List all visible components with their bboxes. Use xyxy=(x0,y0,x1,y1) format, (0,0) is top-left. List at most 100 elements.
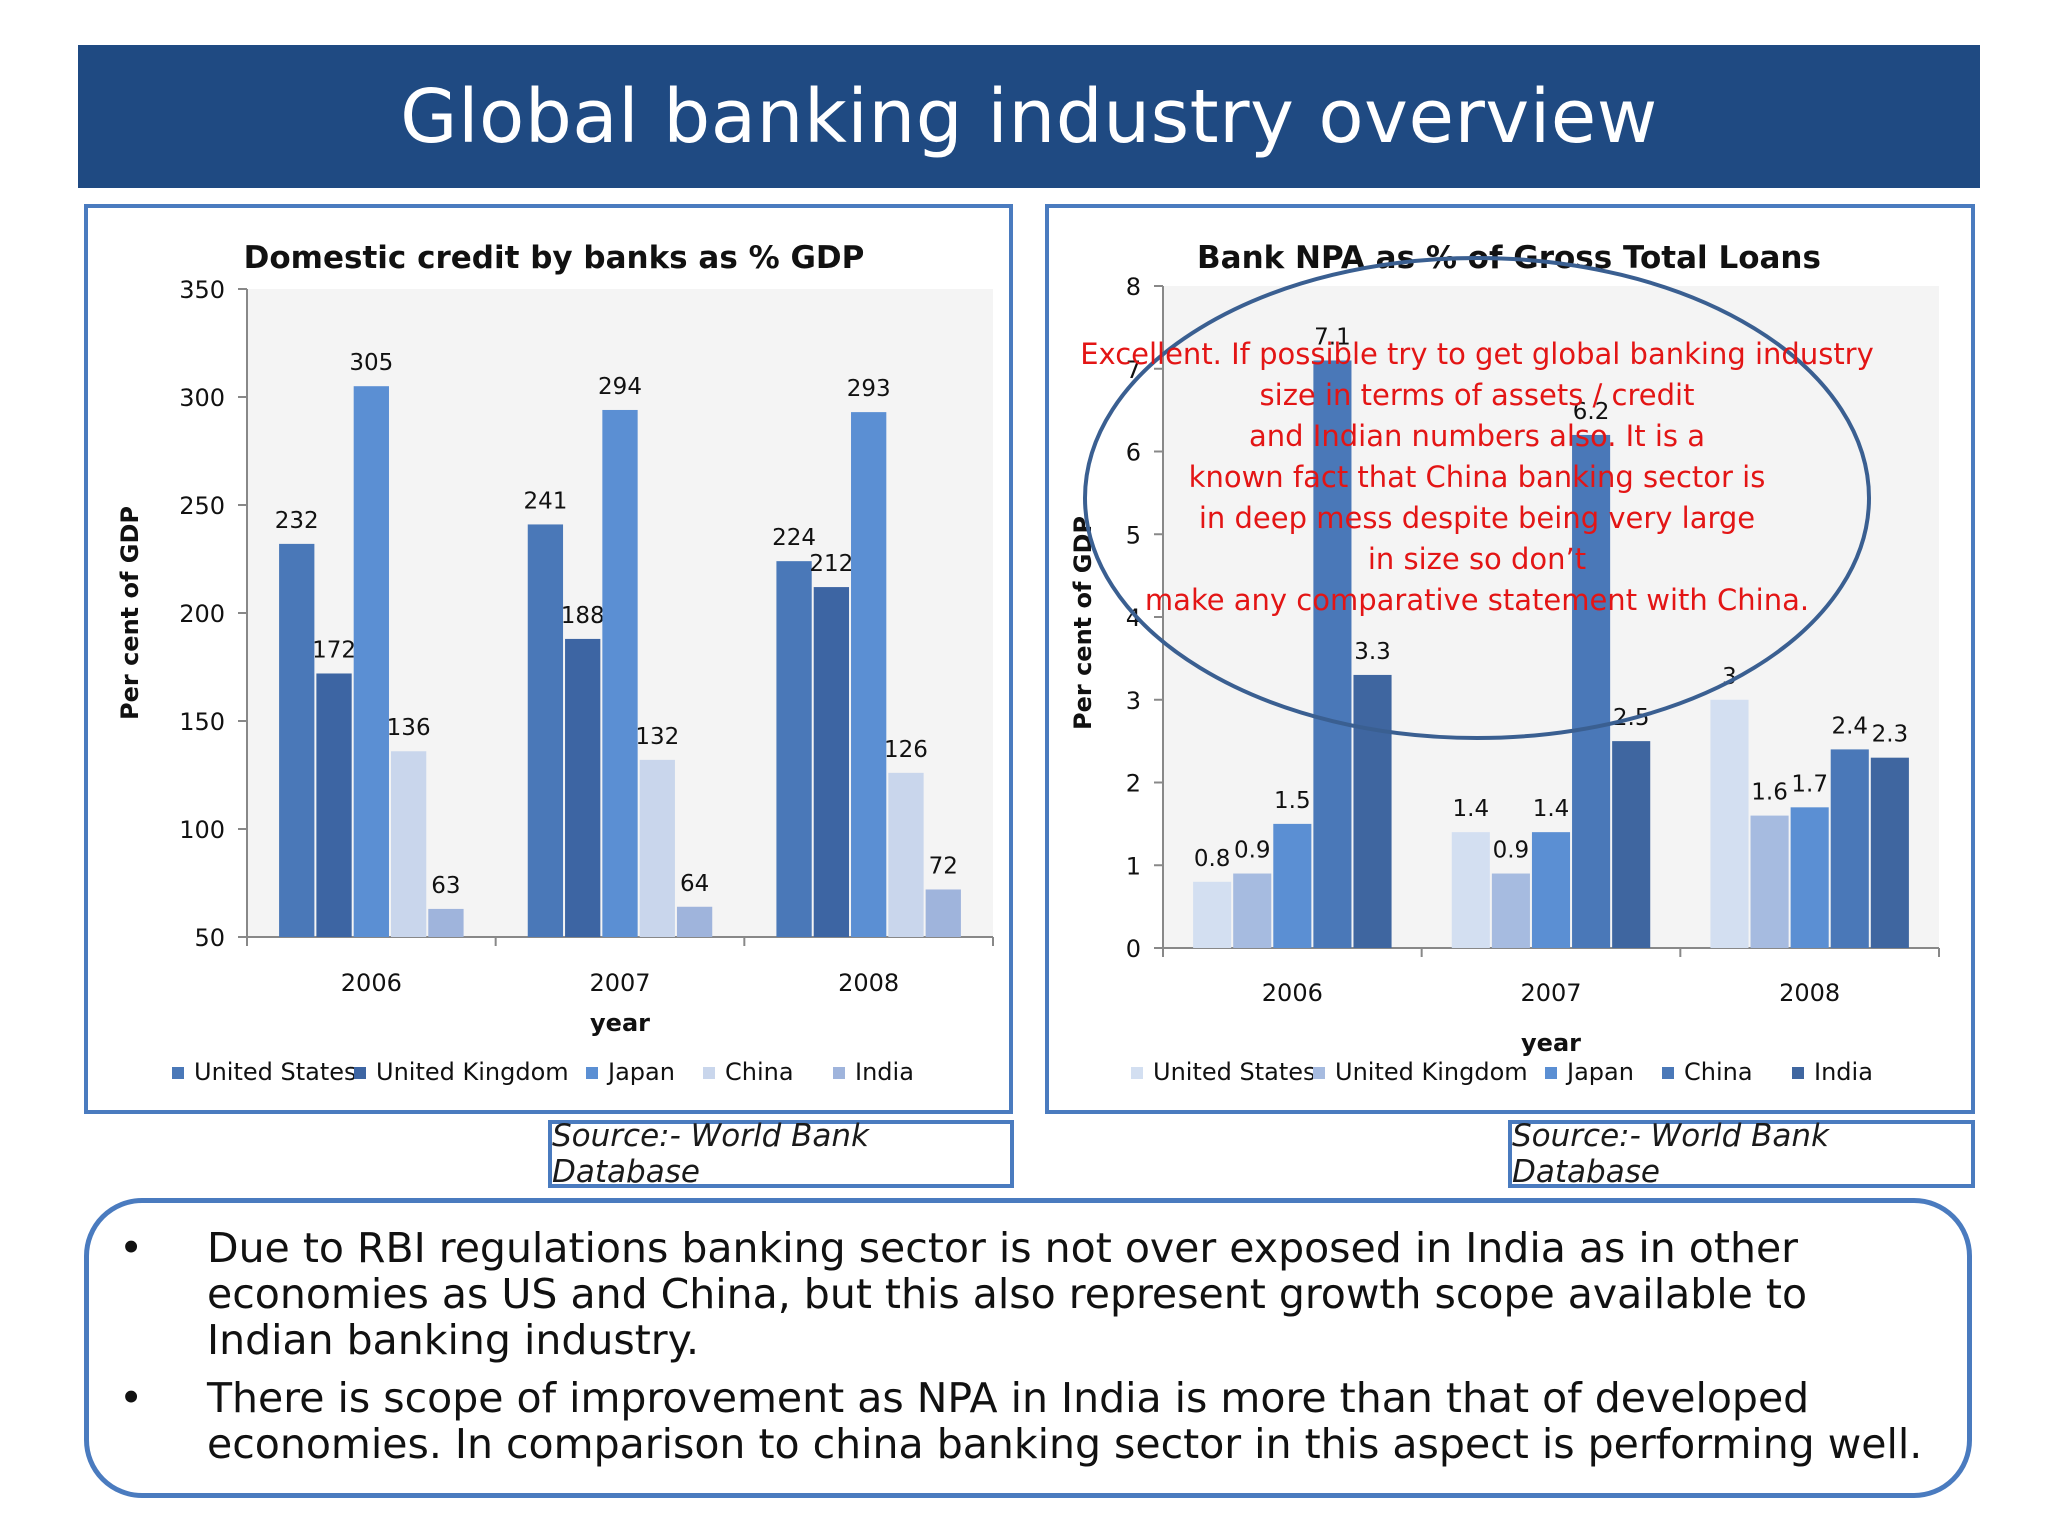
data-label: 2.3 xyxy=(1872,722,1909,748)
x-axis-title: year xyxy=(590,1009,650,1037)
bar xyxy=(316,673,352,937)
legend-label: Japan xyxy=(1565,1058,1634,1086)
bar xyxy=(676,906,713,937)
legend-label: United States xyxy=(194,1058,357,1086)
y-tick-label: 100 xyxy=(179,816,225,844)
x-tick-label: 2008 xyxy=(838,969,899,997)
data-label: 294 xyxy=(598,374,642,400)
y-tick-label: 5 xyxy=(1126,521,1141,549)
data-label: 293 xyxy=(847,376,891,402)
data-label: 188 xyxy=(561,603,605,629)
y-tick-label: 300 xyxy=(179,384,225,412)
legend-label: United States xyxy=(1153,1058,1316,1086)
bar xyxy=(1750,815,1789,948)
annotation-line: Excellent. If possible try to get global… xyxy=(1080,337,1874,371)
data-label: 1.7 xyxy=(1791,771,1828,797)
y-tick-label: 6 xyxy=(1126,439,1141,467)
bar xyxy=(1531,832,1571,948)
bar xyxy=(1313,360,1352,949)
legend-swatch xyxy=(703,1067,715,1079)
npa-source-text: Source:- World Bank Database xyxy=(1512,1118,1830,1190)
x-tick-label: 2007 xyxy=(589,969,650,997)
y-tick-label: 350 xyxy=(179,276,225,304)
annotation-text: Excellent. If possible try to get global… xyxy=(1080,337,1874,617)
note-item: • There is scope of improvement as NPA i… xyxy=(119,1375,1937,1467)
y-axis-title: Per cent of GDP xyxy=(1069,516,1097,730)
bar xyxy=(1451,832,1490,948)
data-label: 1.6 xyxy=(1751,780,1788,806)
bar xyxy=(390,751,427,937)
legend-swatch xyxy=(586,1067,598,1079)
legend-swatch xyxy=(1313,1067,1325,1079)
legend-label: China xyxy=(1684,1058,1753,1086)
data-label: 2.4 xyxy=(1831,713,1868,739)
chart-title: Domestic credit by banks as % GDP xyxy=(244,240,865,276)
annotation-line: make any comparative statement with Chin… xyxy=(1145,583,1809,617)
y-tick-label: 1 xyxy=(1126,852,1141,880)
x-tick-label: 2008 xyxy=(1779,979,1840,1007)
legend-swatch xyxy=(1792,1067,1804,1079)
bar xyxy=(851,412,887,937)
data-label: 0.9 xyxy=(1493,838,1530,864)
legend-label: United Kingdom xyxy=(1335,1058,1528,1086)
data-label: 7.1 xyxy=(1314,324,1351,350)
y-tick-label: 2 xyxy=(1126,770,1141,798)
page-title: Global banking industry overview xyxy=(400,73,1658,160)
data-label: 72 xyxy=(929,853,958,879)
bar xyxy=(925,889,961,937)
bar xyxy=(1353,674,1392,948)
data-label: 1.5 xyxy=(1274,788,1311,814)
y-tick-label: 3 xyxy=(1126,687,1141,715)
legend-label: Japan xyxy=(606,1058,675,1086)
bar xyxy=(1572,434,1611,948)
bar xyxy=(639,759,675,937)
y-tick-label: 150 xyxy=(179,708,225,736)
data-label: 212 xyxy=(809,551,853,577)
annotation-line: size in terms of assets / credit xyxy=(1260,378,1695,412)
y-tick-label: 8 xyxy=(1126,273,1141,301)
bar xyxy=(1193,881,1232,948)
bar xyxy=(428,908,464,937)
data-label: 305 xyxy=(349,350,393,376)
data-label: 126 xyxy=(884,737,928,763)
bar xyxy=(279,543,315,937)
legend-label: United Kingdom xyxy=(376,1058,569,1086)
y-tick-label: 250 xyxy=(179,492,225,520)
data-label: 6.2 xyxy=(1573,399,1610,425)
data-label: 0.9 xyxy=(1234,838,1271,864)
annotation-line: in size so don’t xyxy=(1368,542,1586,576)
y-tick-label: 0 xyxy=(1126,935,1141,963)
notes-box: • Due to RBI regulations banking sector … xyxy=(84,1198,1972,1498)
bar xyxy=(1233,873,1272,948)
bar xyxy=(1710,699,1749,948)
bar xyxy=(527,524,564,937)
bar xyxy=(1870,757,1909,948)
title-bar: Global banking industry overview xyxy=(78,45,1980,188)
credit-chart: Domestic credit by banks as % GDP 50 100 15… xyxy=(116,240,994,1086)
bar xyxy=(602,409,638,937)
legend-swatch xyxy=(354,1067,366,1079)
bullet-icon: • xyxy=(119,1224,144,1272)
data-label: 132 xyxy=(635,724,679,750)
data-label: 224 xyxy=(772,525,816,551)
legend-swatch xyxy=(172,1067,184,1079)
legend-label: India xyxy=(855,1058,914,1086)
bar xyxy=(1830,749,1869,948)
data-label: 63 xyxy=(431,873,460,899)
note-text: There is scope of improvement as NPA in … xyxy=(207,1374,1923,1468)
x-tick-label: 2006 xyxy=(1262,979,1323,1007)
y-tick-label: 200 xyxy=(179,600,225,628)
legend-swatch xyxy=(1131,1067,1143,1079)
bullet-icon: • xyxy=(119,1374,144,1422)
data-label: 1.4 xyxy=(1533,796,1570,822)
x-tick-label: 2007 xyxy=(1520,979,1581,1007)
annotation-line: in deep mess despite being very large xyxy=(1199,501,1755,535)
bar xyxy=(813,587,850,937)
annotation-ellipse xyxy=(1083,256,1871,740)
note-text: Due to RBI regulations banking sector is… xyxy=(207,1224,1808,1364)
npa-chart-panel: Bank NPA as % of Gross Total Loans 0 1 2 3 4 5… xyxy=(1045,204,1975,1114)
data-label: 3.3 xyxy=(1354,639,1391,665)
credit-chart-panel: Domestic credit by banks as % GDP 50 100 15… xyxy=(84,204,1013,1114)
bar xyxy=(888,772,924,937)
credit-source-box: Source:- World Bank Database xyxy=(548,1118,1014,1190)
